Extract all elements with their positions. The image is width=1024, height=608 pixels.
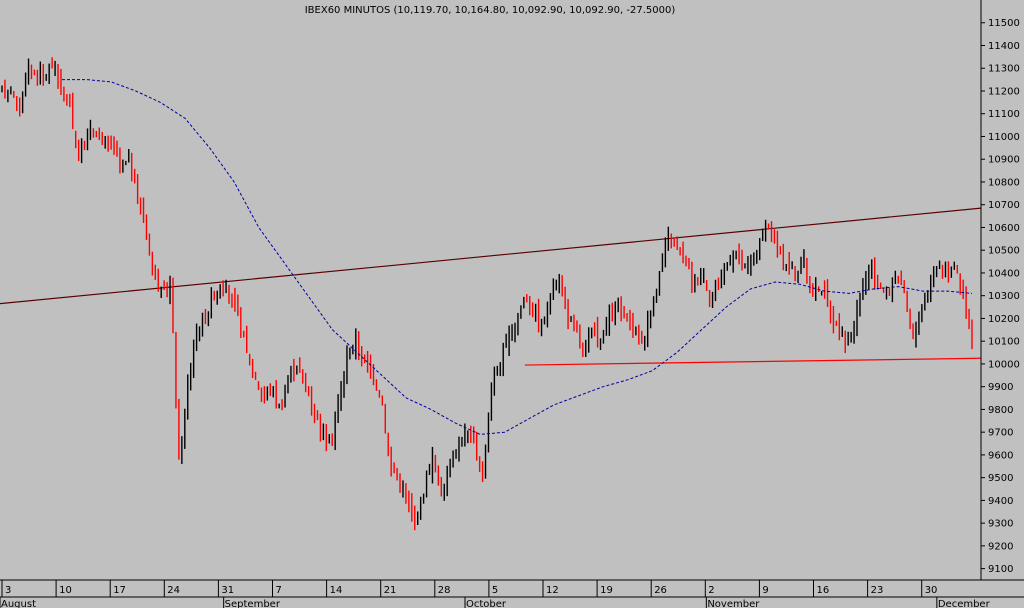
plot-background — [0, 0, 981, 580]
x-tick-label: 3 — [5, 585, 11, 596]
y-tick-label: 10700 — [988, 200, 1020, 211]
x-tick-label: 5 — [492, 585, 498, 596]
x-tick-label: 9 — [762, 585, 768, 596]
y-tick-label: 10000 — [988, 359, 1020, 370]
y-tick-label: 10100 — [988, 337, 1020, 348]
month-label: December — [938, 599, 991, 608]
y-tick-label: 9900 — [988, 382, 1013, 393]
y-tick-label: 10300 — [988, 291, 1020, 302]
y-tick-label: 10400 — [988, 268, 1020, 279]
y-tick-label: 11100 — [988, 109, 1020, 120]
candles — [1, 57, 973, 531]
y-tick-label: 9500 — [988, 473, 1013, 484]
y-tick-label: 11000 — [988, 132, 1020, 143]
x-tick-label: 7 — [276, 585, 282, 596]
moving-average-line — [62, 79, 973, 435]
y-tick-label: 10600 — [988, 223, 1020, 234]
x-tick-label: 19 — [600, 585, 613, 596]
y-tick-label: 9700 — [988, 428, 1013, 439]
y-tick-label: 9100 — [988, 564, 1013, 575]
y-tick-label: 11500 — [988, 18, 1020, 29]
x-tick-label: 30 — [925, 585, 938, 596]
support-trendline — [524, 357, 982, 366]
month-label: October — [466, 599, 507, 608]
y-tick-label: 9300 — [988, 519, 1013, 530]
x-tick-label: 10 — [59, 585, 72, 596]
x-axis: 3 10 17 24 31 7 14 21 28 5 12 19 26 2 9 16 23 30 August Sep… — [0, 580, 991, 608]
x-tick-label: 17 — [113, 585, 126, 596]
y-tick-label: 9400 — [988, 496, 1013, 507]
x-tick-label: 12 — [546, 585, 559, 596]
x-tick-label: 21 — [384, 585, 397, 596]
y-tick-label: 10200 — [988, 314, 1020, 325]
month-label: August — [1, 599, 36, 608]
y-axis: 9100 9200 9300 9400 9500 9600 9700 9800 9900 1000… — [981, 18, 1020, 575]
month-label: November — [707, 599, 760, 608]
moving-average — [62, 79, 973, 435]
y-tick-label: 9600 — [988, 450, 1013, 461]
x-tick-label: 2 — [708, 585, 714, 596]
x-tick-label: 24 — [167, 585, 180, 596]
y-tick-label: 9800 — [988, 405, 1013, 416]
y-tick-label: 11200 — [988, 86, 1020, 97]
month-label: September — [225, 599, 281, 608]
y-tick-label: 11400 — [988, 41, 1020, 52]
y-tick-label: 10900 — [988, 155, 1020, 166]
x-tick-label: 26 — [654, 585, 667, 596]
x-tick-label: 16 — [817, 585, 830, 596]
y-tick-label: 9200 — [988, 541, 1013, 552]
y-tick-label: 10800 — [988, 177, 1020, 188]
y-tick-label: 11300 — [988, 64, 1020, 75]
chart-title: IBEX60 MINUTOS (10,119.70, 10,164.80, 10… — [305, 5, 676, 16]
x-tick-label: 31 — [221, 585, 234, 596]
x-tick-label: 28 — [438, 585, 451, 596]
x-tick-label: 14 — [330, 585, 343, 596]
x-tick-label: 23 — [871, 585, 884, 596]
y-tick-label: 10500 — [988, 246, 1020, 257]
